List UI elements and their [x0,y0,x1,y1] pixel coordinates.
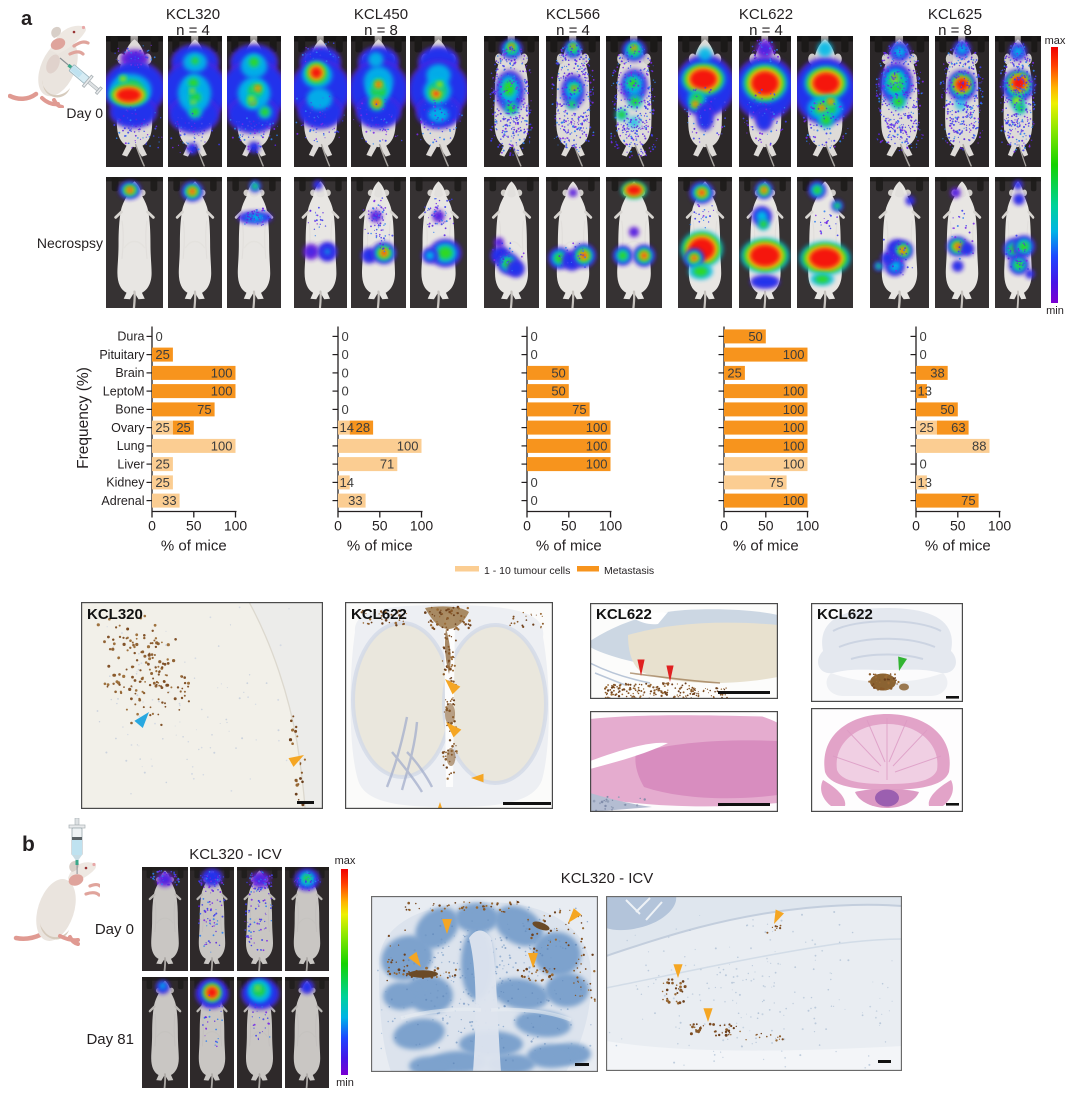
svg-text:13: 13 [918,475,932,490]
svg-text:0: 0 [912,518,920,534]
svg-text:Kidney: Kidney [106,476,145,490]
svg-text:100: 100 [586,420,608,435]
svg-text:100: 100 [783,347,805,362]
svg-text:KCL622: KCL622 [351,606,407,623]
svg-text:100: 100 [783,493,805,508]
svg-text:100: 100 [397,438,419,453]
svg-text:50: 50 [940,402,954,417]
svg-text:100: 100 [211,365,233,380]
svg-text:50: 50 [748,329,762,344]
svg-text:88: 88 [972,438,986,453]
svg-text:Brain: Brain [115,366,144,380]
svg-text:0: 0 [920,329,927,344]
svg-text:38: 38 [930,365,944,380]
svg-text:100: 100 [586,438,608,453]
svg-text:25: 25 [155,457,169,472]
svg-text:100: 100 [211,438,233,453]
svg-text:% of mice: % of mice [161,538,227,555]
svg-text:75: 75 [572,402,586,417]
svg-text:100: 100 [783,457,805,472]
svg-text:0: 0 [523,518,531,534]
svg-text:25: 25 [155,347,169,362]
svg-text:63: 63 [951,420,965,435]
svg-text:75: 75 [769,475,783,490]
svg-text:% of mice: % of mice [536,538,602,555]
svg-text:KCL622: KCL622 [596,606,652,623]
svg-text:100: 100 [586,457,608,472]
svg-text:14: 14 [340,475,354,490]
svg-text:25: 25 [155,420,169,435]
svg-text:33: 33 [162,493,176,508]
svg-text:75: 75 [961,493,975,508]
svg-text:25: 25 [919,420,933,435]
svg-text:Lung: Lung [117,439,145,453]
svg-text:100: 100 [783,438,805,453]
svg-text:14: 14 [340,420,354,435]
svg-text:KCL320: KCL320 [87,606,143,623]
svg-text:Liver: Liver [117,457,144,471]
svg-text:0: 0 [342,329,349,344]
svg-text:0: 0 [531,329,538,344]
svg-text:Adrenal: Adrenal [101,494,144,508]
svg-text:% of mice: % of mice [347,538,413,555]
svg-text:50: 50 [551,384,565,399]
svg-text:0: 0 [342,347,349,362]
svg-text:0: 0 [531,347,538,362]
svg-text:0: 0 [531,475,538,490]
svg-text:0: 0 [920,457,927,472]
svg-text:100: 100 [410,518,434,534]
svg-text:71: 71 [380,457,394,472]
svg-text:50: 50 [758,518,774,534]
svg-text:50: 50 [372,518,388,534]
svg-text:100: 100 [783,402,805,417]
svg-text:100: 100 [783,420,805,435]
svg-text:25: 25 [155,475,169,490]
svg-text:50: 50 [551,365,565,380]
svg-text:100: 100 [211,384,233,399]
svg-text:0: 0 [531,493,538,508]
svg-text:50: 50 [950,518,966,534]
svg-text:Frequency (%): Frequency (%) [75,367,92,469]
svg-text:100: 100 [988,518,1012,534]
svg-text:50: 50 [186,518,202,534]
svg-text:0: 0 [720,518,728,534]
svg-text:0: 0 [342,402,349,417]
svg-text:75: 75 [197,402,211,417]
svg-text:25: 25 [727,365,741,380]
svg-text:25: 25 [176,420,190,435]
svg-text:0: 0 [156,329,163,344]
svg-text:0: 0 [342,365,349,380]
svg-text:100: 100 [224,518,248,534]
svg-text:Dura: Dura [117,330,144,344]
svg-text:100: 100 [796,518,820,534]
svg-text:Pituitary: Pituitary [99,348,145,362]
svg-text:1 - 10 tumour cells: 1 - 10 tumour cells [484,565,570,577]
svg-text:100: 100 [783,384,805,399]
svg-text:28: 28 [356,420,370,435]
svg-text:50: 50 [561,518,577,534]
svg-text:% of mice: % of mice [925,538,991,555]
svg-text:0: 0 [920,347,927,362]
svg-text:0: 0 [342,384,349,399]
svg-text:33: 33 [348,493,362,508]
svg-text:0: 0 [148,518,156,534]
svg-text:Metastasis: Metastasis [604,565,654,577]
svg-text:LeptoM: LeptoM [103,384,145,398]
svg-text:Bone: Bone [115,403,144,417]
svg-text:0: 0 [334,518,342,534]
svg-text:Ovary: Ovary [111,421,145,435]
svg-text:100: 100 [599,518,623,534]
svg-text:KCL622: KCL622 [817,606,873,623]
svg-text:% of mice: % of mice [733,538,799,555]
svg-text:13: 13 [918,384,932,399]
